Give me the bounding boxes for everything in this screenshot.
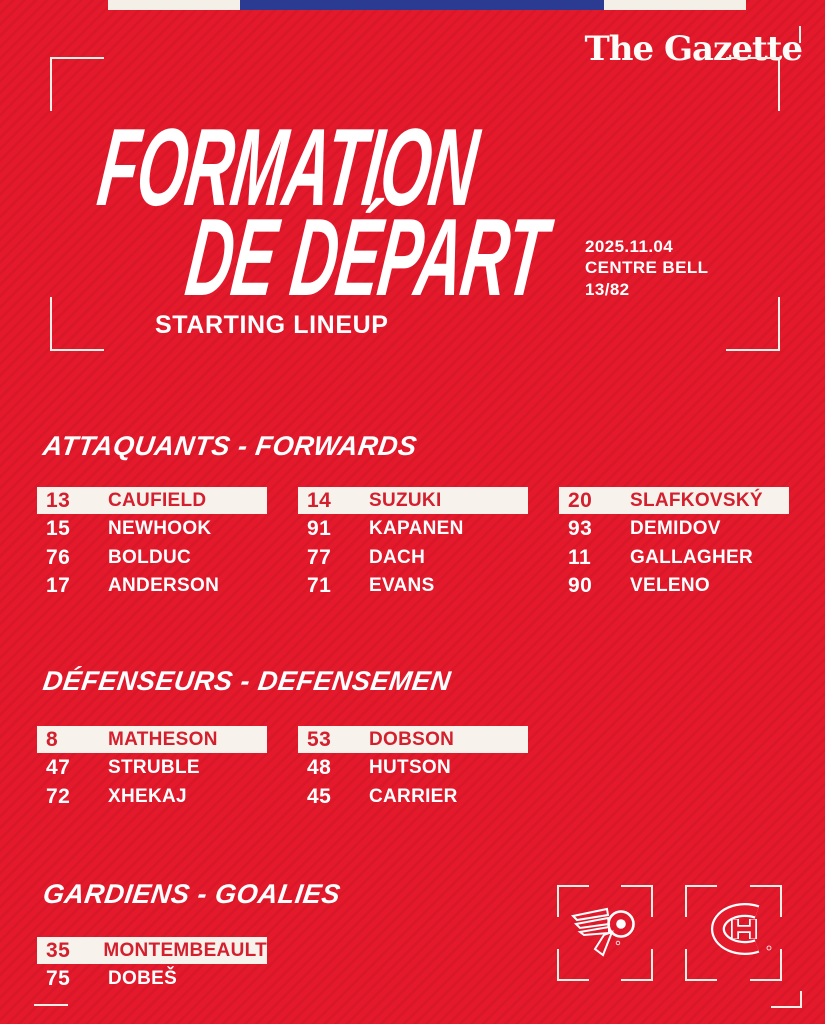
partial-bracket-bottom-left	[34, 1004, 68, 1006]
player-number: 71	[307, 574, 332, 597]
player-number: 20	[568, 488, 593, 512]
player-row: 13 CAUFIELD	[37, 487, 267, 514]
masthead-logo: The Gazette	[584, 29, 803, 69]
header-stripe-white-left	[108, 0, 240, 10]
player-row: 17 ANDERSON	[37, 573, 267, 600]
player-name: GALLAGHER	[630, 546, 754, 568]
philadelphia-flyers-logo	[571, 907, 635, 957]
player-name: HUTSON	[369, 757, 452, 778]
player-name: SLAFKOVSKÝ	[630, 489, 763, 511]
player-row: 76 BOLDUC	[37, 544, 267, 571]
home-team-frame	[685, 885, 782, 981]
defense-column-1: 8 MATHESON 47 STRUBLE 72 XHEKAJ	[37, 726, 267, 812]
player-number: 45	[307, 784, 332, 808]
page-subtitle: STARTING LINEUP	[155, 311, 389, 339]
player-row: 75 DOBEŠ	[37, 966, 267, 993]
player-number: 15	[46, 517, 71, 540]
forwards-grid: 13 CAUFIELD 15 NEWHOOK 76 BOLDUC 17 ANDE…	[37, 487, 789, 601]
section-title-forwards: ATTAQUANTS - FORWARDS	[41, 431, 419, 461]
player-name: EVANS	[369, 575, 435, 596]
title-frame-bracket-bottom-left	[50, 297, 104, 351]
partial-bracket-bottom-right-v	[800, 991, 802, 1008]
player-name: DEMIDOV	[630, 518, 721, 539]
player-name: MATHESON	[108, 728, 218, 750]
player-number: 90	[568, 574, 593, 597]
player-name: VELENO	[630, 575, 710, 596]
header-stripe-blue	[240, 0, 604, 10]
forwards-column-3: 20 SLAFKOVSKÝ 93 DEMIDOV 11 GALLAGHER 90…	[559, 487, 789, 601]
player-name: CARRIER	[369, 785, 458, 807]
player-row: 20 SLAFKOVSKÝ	[559, 487, 789, 514]
player-number: 35	[46, 938, 71, 962]
player-row: 47 STRUBLE	[37, 755, 267, 782]
title-frame-bracket-bottom-right	[726, 297, 780, 351]
player-row: 71 EVANS	[298, 573, 528, 600]
montreal-canadiens-logo	[710, 903, 772, 955]
goalies-column-1: 35 MONTEMBEAULT 75 DOBEŠ	[37, 937, 267, 994]
player-row: 8 MATHESON	[37, 726, 267, 753]
page-title-line2: DE DÉPART	[180, 196, 553, 319]
player-row: 90 VELENO	[559, 573, 789, 600]
player-name: MONTEMBEAULT	[103, 939, 267, 961]
goalies-grid: 35 MONTEMBEAULT 75 DOBEŠ	[37, 937, 267, 994]
player-name: KAPANEN	[369, 518, 464, 539]
defense-column-2: 53 DOBSON 48 HUTSON 45 CARRIER	[298, 726, 528, 812]
player-row: 35 MONTEMBEAULT	[37, 937, 267, 964]
defense-grid: 8 MATHESON 47 STRUBLE 72 XHEKAJ 53 DOBSO…	[37, 726, 528, 812]
away-team-frame	[557, 885, 653, 981]
player-name: NEWHOOK	[108, 518, 212, 539]
player-row: 91 KAPANEN	[298, 516, 528, 543]
player-row: 53 DOBSON	[298, 726, 528, 753]
player-row: 45 CARRIER	[298, 783, 528, 810]
partial-bracket-bottom-right-h	[771, 1006, 802, 1008]
player-row: 93 DEMIDOV	[559, 516, 789, 543]
player-number: 48	[307, 756, 332, 779]
player-number: 11	[568, 545, 592, 569]
player-number: 75	[46, 967, 71, 990]
player-row: 14 SUZUKI	[298, 487, 528, 514]
player-number: 93	[568, 517, 593, 540]
player-name: CAUFIELD	[108, 489, 207, 511]
player-number: 13	[46, 488, 71, 512]
title-frame-bracket-top-left	[50, 57, 104, 111]
title-frame-bracket-top-right	[726, 57, 780, 111]
player-number: 14	[307, 488, 332, 512]
player-number: 76	[46, 545, 71, 569]
player-name: SUZUKI	[369, 489, 442, 511]
player-number: 72	[46, 784, 71, 808]
player-row: 15 NEWHOOK	[37, 516, 267, 543]
player-number: 8	[46, 727, 59, 751]
player-number: 91	[307, 517, 332, 540]
player-row: 72 XHEKAJ	[37, 783, 267, 810]
player-row: 48 HUTSON	[298, 755, 528, 782]
player-name: STRUBLE	[108, 757, 200, 778]
game-number: 13/82	[585, 279, 630, 299]
game-date: 2025.11.04	[585, 237, 674, 256]
player-name: ANDERSON	[108, 575, 220, 596]
player-number: 77	[307, 545, 332, 569]
game-info: 2025.11.04 CENTRE BELL 13/82	[585, 236, 708, 300]
header-stripe-white-right	[604, 0, 746, 10]
player-number: 17	[46, 574, 71, 597]
game-venue: CENTRE BELL	[585, 258, 709, 278]
player-name: BOLDUC	[108, 546, 192, 568]
player-number: 53	[307, 727, 332, 751]
player-number: 47	[46, 756, 71, 779]
forwards-column-1: 13 CAUFIELD 15 NEWHOOK 76 BOLDUC 17 ANDE…	[37, 487, 267, 601]
section-title-goalies: GARDIENS - GOALIES	[41, 879, 343, 909]
player-name: DOBSON	[369, 728, 455, 750]
section-title-defense: DÉFENSEURS - DEFENSEMEN	[41, 666, 453, 696]
player-row: 11 GALLAGHER	[559, 544, 789, 571]
partial-bracket-top-right	[799, 26, 801, 43]
player-name: XHEKAJ	[108, 785, 187, 807]
player-row: 77 DACH	[298, 544, 528, 571]
player-name: DOBEŠ	[108, 968, 178, 989]
player-name: DACH	[369, 546, 426, 568]
forwards-column-2: 14 SUZUKI 91 KAPANEN 77 DACH 71 EVANS	[298, 487, 528, 601]
